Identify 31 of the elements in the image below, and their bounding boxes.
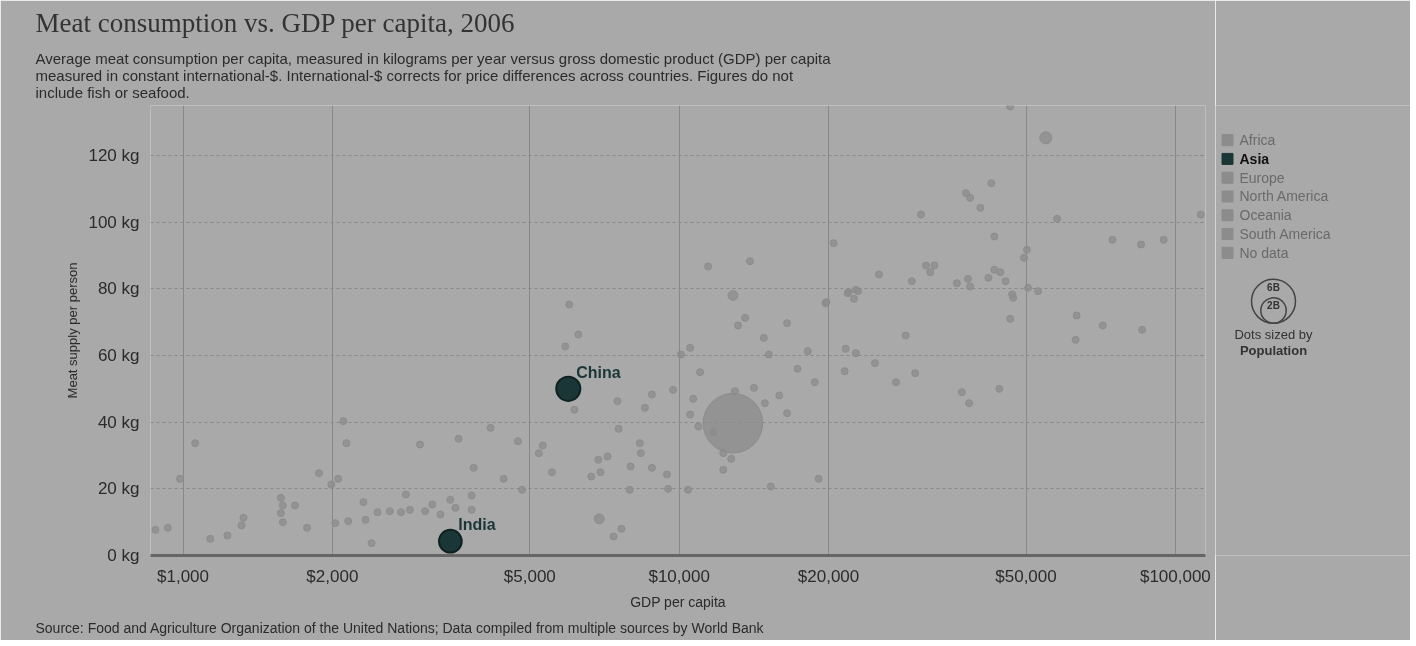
source-note: Source: Food and Agriculture Organization of the United Nations; Data compiled from multiple sources by World Bank [35, 619, 765, 636]
annotation: India [458, 516, 496, 534]
y-axis-title: Meat supply per person [65, 262, 81, 399]
y-tick-label: 120 kg [88, 146, 140, 165]
x-tick-label: $20,000 [797, 566, 860, 586]
chart-title: Meat consumption vs. GDP per capita, 2006 [35, 7, 515, 38]
chart-subtitle: Average meat consumption per capita, measured in kilograms per year versus gross domestic product (GDP) per capita measured in constant international-$. International-$ corrects for price differences across countries. Figures do not include fish or seafood. [35, 49, 832, 101]
legend-label: Oceania [1239, 207, 1292, 224]
y-tick-label: 20 kg [97, 479, 140, 499]
legend-label: Africa [1239, 132, 1276, 149]
legend-label: North America [1239, 188, 1329, 205]
legend-label: South America [1239, 226, 1331, 243]
y-tick-label: 40 kg [97, 412, 140, 432]
legend-label: Europe [1239, 169, 1285, 186]
annotation: China [576, 363, 621, 381]
y-tick-label: 60 kg [97, 346, 140, 365]
legend-label: No data [1239, 244, 1289, 261]
x-tick-label: $5,000 [503, 566, 556, 586]
x-tick-label: $100,000 [1139, 566, 1211, 586]
x-tick-label: $1,000 [157, 566, 209, 586]
x-tick-label: $50,000 [995, 566, 1057, 586]
y-tick-label: 80 kg [97, 279, 140, 299]
legend-label: 2B [1267, 300, 1280, 312]
x-tick-label: $2,000 [306, 566, 359, 586]
legend-label: Asia [1239, 150, 1270, 167]
text: Dots sized by Population [1234, 327, 1314, 359]
x-axis-title: GDP per capita [630, 593, 726, 610]
y-tick-label: 0 kg [107, 546, 140, 565]
y-tick-label: 100 kg [88, 212, 140, 232]
x-tick-label: $10,000 [648, 566, 710, 586]
legend-label: 6B [1267, 281, 1280, 293]
